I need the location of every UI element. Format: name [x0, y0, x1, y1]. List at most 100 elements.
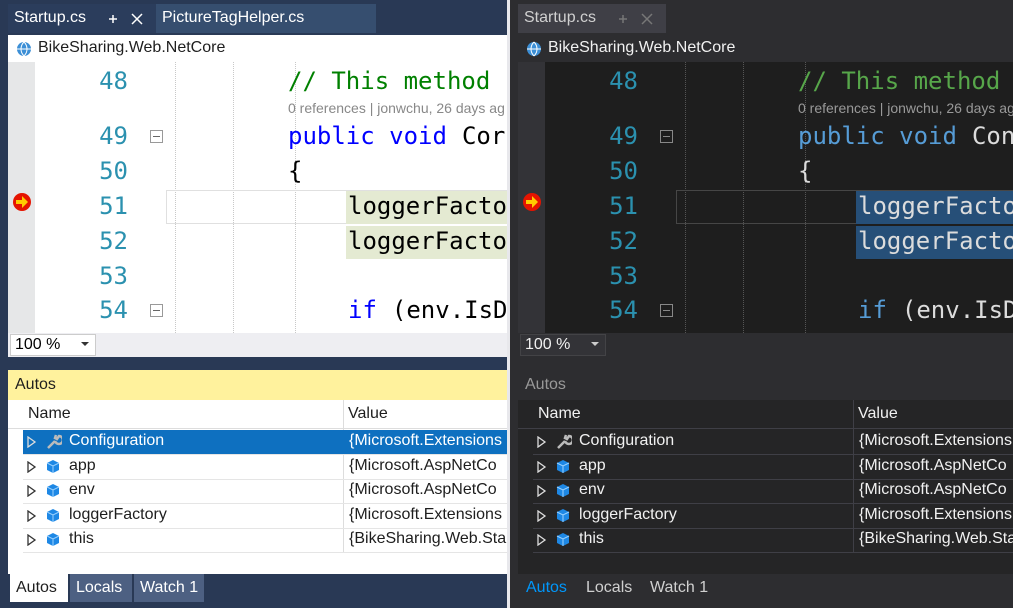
code-line: {: [288, 156, 302, 186]
window-tab[interactable]: Locals: [70, 574, 132, 602]
autos-row[interactable]: this {BikeSharing.Web.Sta: [533, 528, 1013, 553]
variable-icon: [46, 533, 60, 546]
code-token: if: [348, 296, 377, 324]
autos-title-bar: Autos: [518, 370, 1013, 400]
column-header[interactable]: Value: [348, 405, 388, 422]
autos-table: Name Value Configuration {Microsoft.Extensi…: [518, 400, 1013, 574]
code-line: // This method: [288, 66, 490, 96]
variable-name: loggerFactory: [579, 505, 677, 523]
breakpoint-arrow: [523, 193, 541, 211]
autos-row[interactable]: loggerFactory {Microsoft.Extensions: [23, 504, 507, 529]
column-header[interactable]: Name: [538, 405, 581, 422]
pin-icon: [109, 15, 117, 23]
tab-label: Startup.cs: [524, 9, 597, 26]
line-number: 51: [99, 192, 128, 220]
line-number: 53: [99, 262, 128, 290]
autos-title: Autos: [525, 376, 566, 393]
variable-icon: [556, 508, 570, 522]
indent-guide: [295, 62, 296, 333]
indent-guide: [743, 62, 744, 333]
code-line: loggerFacto: [858, 191, 1013, 221]
document-tab[interactable]: Startup.cs: [518, 4, 666, 33]
autos-row[interactable]: Configuration {Microsoft.Extensions: [533, 430, 1013, 455]
variable-icon: [556, 484, 570, 497]
column-divider: [853, 400, 854, 553]
autos-row[interactable]: loggerFactory {Microsoft.Extensions: [533, 504, 1013, 529]
current-line-box: [166, 190, 507, 224]
light-theme-pane: Startup.cs PictureTagHelper.cs BikeSharing…: [0, 0, 507, 608]
variable-value: {Microsoft.Extensions: [349, 505, 502, 523]
variable-name: Configuration: [69, 432, 165, 449]
code-editor: 48 // This method 49 public void Con 50 {51 log…: [518, 62, 1013, 333]
code-token: loggerFacto: [858, 227, 1013, 255]
line-number: 51: [609, 192, 638, 220]
selection-highlight: [346, 191, 507, 224]
line-number: 49: [99, 122, 128, 150]
window-tab-label: Locals: [586, 579, 633, 596]
variable-value: {Microsoft.Extensions: [859, 505, 1012, 523]
outline-collapse: [660, 130, 673, 143]
autos-row[interactable]: this {BikeSharing.Web.Sta: [23, 528, 507, 553]
line-number: 50: [609, 157, 638, 185]
autos-row[interactable]: env {Microsoft.AspNetCo: [23, 479, 507, 504]
variable-value: {BikeSharing.Web.Sta: [349, 530, 507, 547]
window-tab[interactable]: Autos: [10, 574, 68, 602]
variable-name: app: [69, 456, 96, 474]
code-lens[interactable]: 0 references | jonwchu, 26 days ag: [798, 100, 1013, 116]
code-token: (env.IsD: [391, 296, 507, 324]
autos-table: Name Value Configuration {Microsoft.Extensi…: [8, 400, 507, 574]
selection-highlight: [856, 191, 1013, 224]
variable-name: this: [69, 530, 94, 547]
dark-theme-pane: Startup.cs BikeSharing.Web.NetCore 48 // Th…: [510, 0, 1013, 608]
indent-guide: [233, 62, 234, 333]
zoom-bar: 100 %: [518, 333, 1013, 357]
window-tab-label: Autos: [526, 579, 567, 596]
variable-name: Configuration: [579, 432, 675, 449]
document-tabs: Startup.cs: [510, 0, 1013, 33]
column-header[interactable]: Value: [858, 405, 898, 422]
breakpoint-arrow: [13, 193, 31, 211]
window-tab[interactable]: Autos: [520, 574, 578, 602]
zoom-bar: 100 %: [8, 333, 507, 357]
window-tab[interactable]: Watch 1: [644, 574, 714, 602]
zoom-level: 100 %: [15, 336, 61, 353]
indent-guide: [805, 62, 806, 333]
document-tab[interactable]: Startup.cs: [8, 4, 156, 33]
autos-row[interactable]: app {Microsoft.AspNetCo: [23, 455, 507, 480]
window-tab[interactable]: Locals: [580, 574, 642, 602]
code-line: loggerFacto: [858, 226, 1013, 256]
expand-arrow: [537, 509, 547, 522]
column-header[interactable]: Name: [28, 405, 71, 422]
line-number: 53: [609, 262, 638, 290]
window-tab-label: Watch 1: [140, 579, 199, 596]
outline-collapse: [150, 130, 163, 143]
close-icon: [641, 13, 653, 25]
property-icon: [557, 434, 572, 449]
code-token: {: [798, 157, 813, 185]
project-icon: [17, 41, 31, 57]
expand-arrow: [27, 460, 37, 473]
autos-row[interactable]: env {Microsoft.AspNetCo: [533, 479, 1013, 504]
tab-label: Startup.cs: [14, 9, 87, 26]
window-tab[interactable]: Watch 1: [134, 574, 204, 602]
line-number: 54: [99, 296, 128, 324]
code-token: loggerFacto: [348, 227, 507, 255]
zoom-dropdown[interactable]: 100 %: [10, 334, 96, 356]
code-lens[interactable]: 0 references | jonwchu, 26 days ag: [288, 100, 505, 116]
variable-name: env: [579, 481, 605, 498]
debug-window-tabs: Autos Locals Watch 1: [518, 574, 1013, 608]
code-token: Cor: [461, 122, 506, 150]
variable-icon: [46, 508, 60, 522]
line-number: 48: [609, 67, 638, 95]
expand-arrow: [537, 534, 547, 546]
document-tab[interactable]: PictureTagHelper.cs: [156, 4, 376, 33]
variable-value: {Microsoft.AspNetCo: [859, 481, 1007, 498]
zoom-level: 100 %: [525, 336, 571, 353]
variable-value: {Microsoft.Extensions: [349, 432, 502, 449]
outline-collapse: [660, 304, 673, 317]
zoom-dropdown[interactable]: 100 %: [520, 334, 606, 356]
autos-row[interactable]: app {Microsoft.AspNetCo: [533, 455, 1013, 480]
autos-row[interactable]: Configuration {Microsoft.Extensions: [23, 430, 507, 455]
debug-window-tabs: Autos Locals Watch 1: [8, 574, 507, 608]
